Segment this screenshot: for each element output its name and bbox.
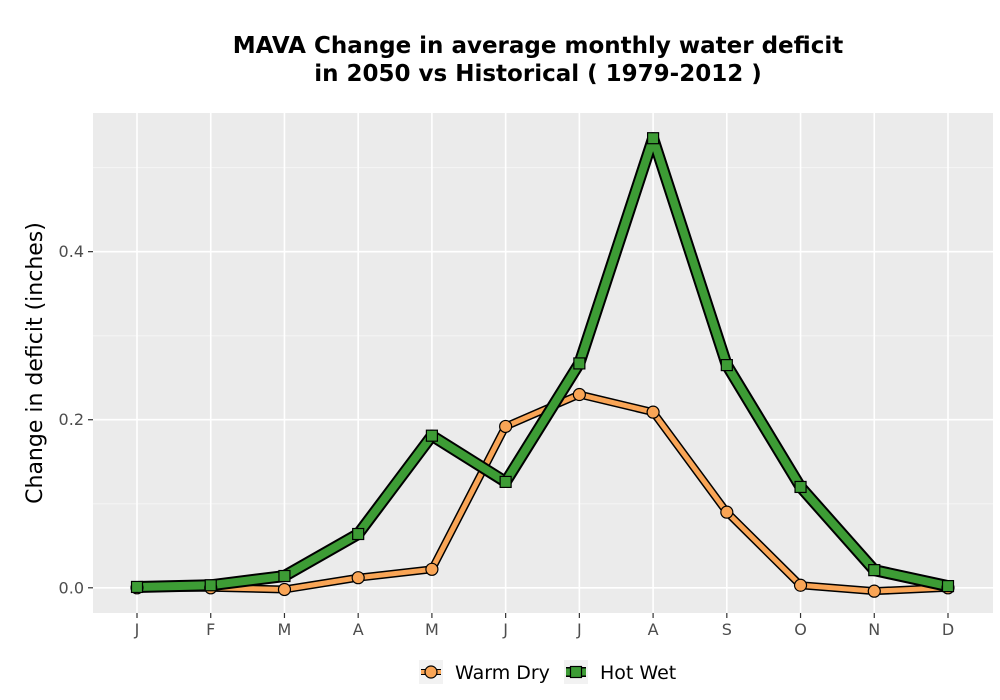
data-point-1 xyxy=(278,569,291,583)
series-points xyxy=(130,132,955,598)
y-axis-title: Change in deficit (inches) xyxy=(23,222,48,504)
chart-title-line1: MAVA Change in average monthly water def… xyxy=(233,33,843,59)
x-tick-label: J xyxy=(576,620,582,639)
legend-label-0: Warm Dry xyxy=(455,662,550,684)
legend: Warm Dry Hot Wet xyxy=(419,660,676,684)
x-tick-label: D xyxy=(942,620,954,639)
data-point-0 xyxy=(867,584,881,598)
data-point-1 xyxy=(868,564,881,577)
y-tick-label: 0.4 xyxy=(59,242,84,261)
x-tick-label: F xyxy=(206,620,215,639)
data-point-1 xyxy=(794,480,807,494)
data-point-1 xyxy=(425,429,439,442)
data-point-1 xyxy=(352,527,365,541)
x-tick-label: M xyxy=(278,620,292,639)
data-point-1 xyxy=(130,580,144,594)
data-point-1 xyxy=(941,580,955,593)
data-point-0 xyxy=(646,405,660,419)
x-tick-label: S xyxy=(722,620,732,639)
y-tick-label: 0.0 xyxy=(59,578,84,597)
chart-title-line2: in 2050 vs Historical ( 1979-2012 ) xyxy=(314,61,761,87)
data-point-0 xyxy=(277,582,292,597)
x-tick-label: J xyxy=(502,620,508,639)
data-point-1 xyxy=(646,132,660,145)
data-point-0 xyxy=(720,505,734,519)
series-line-0 xyxy=(134,392,951,594)
x-tick-label: O xyxy=(794,620,807,639)
data-point-0 xyxy=(425,562,439,576)
x-tick-label: N xyxy=(868,620,880,639)
plot-panel xyxy=(93,113,993,613)
data-point-1 xyxy=(573,357,586,370)
series-line-1 xyxy=(133,134,952,591)
x-tick-label: M xyxy=(425,620,439,639)
data-point-0 xyxy=(351,571,365,585)
data-point-0 xyxy=(499,419,513,434)
legend-label-1: Hot Wet xyxy=(600,662,676,684)
legend-key-marker-1 xyxy=(569,665,583,679)
data-point-1 xyxy=(204,579,217,592)
x-tick-label: J xyxy=(134,620,140,639)
minor-gridlines xyxy=(93,167,993,505)
x-tick-label: A xyxy=(353,620,364,639)
y-axis: 0.0 0.2 0.4 xyxy=(59,242,93,597)
series-lines xyxy=(131,132,954,596)
legend-key-marker-0 xyxy=(424,665,438,679)
data-point-1 xyxy=(499,475,512,489)
data-point-0 xyxy=(793,578,808,592)
data-point-0 xyxy=(572,387,586,402)
data-point-1 xyxy=(720,359,733,372)
y-tick-label: 0.2 xyxy=(59,410,84,429)
x-tick-label: A xyxy=(648,620,659,639)
